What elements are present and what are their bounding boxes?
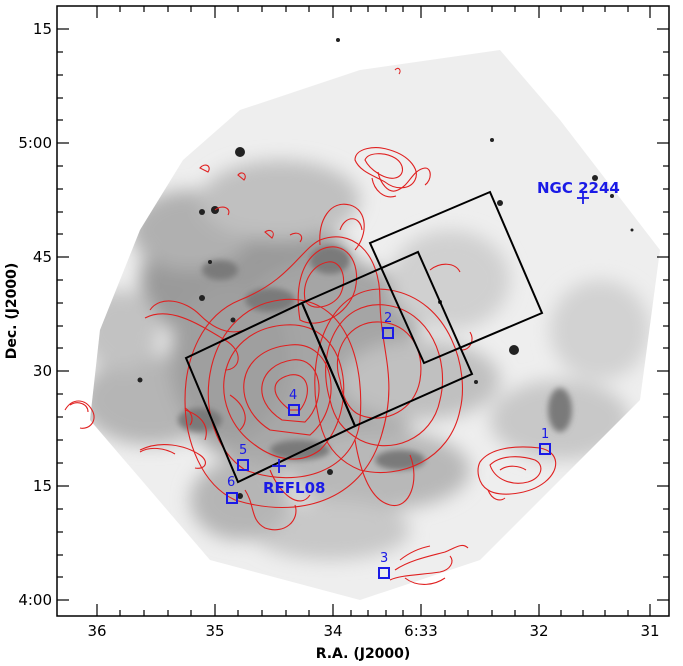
marker-box-2	[382, 327, 394, 339]
x-tick-labels: 36 35 34 6:33 32 31	[87, 622, 659, 640]
x-tick-label: 36	[87, 622, 106, 640]
marker-box-6	[226, 492, 238, 504]
crosses	[272, 192, 589, 473]
marker-box-5	[237, 459, 249, 471]
y-tick-labels: 15 5:00 45 30 15 4:00	[18, 20, 52, 609]
y-tick-label: 15	[33, 477, 52, 495]
y-axis-title: Dec. (J2000)	[4, 263, 20, 360]
marker-label-3: 3	[380, 551, 388, 566]
marker-label-2: 2	[384, 311, 392, 326]
tick-marks	[57, 6, 669, 616]
marker-label-4: 4	[289, 388, 297, 403]
marker-box-3	[378, 567, 390, 579]
y-tick-label: 5:00	[18, 134, 52, 152]
field-box-2	[300, 250, 474, 428]
x-tick-label: 31	[640, 622, 659, 640]
marker-label-5: 5	[239, 443, 247, 458]
marker-box-4	[288, 404, 300, 416]
y-tick-label: 4:00	[18, 591, 52, 609]
refl08-label: REFL08	[263, 479, 325, 497]
marker-numbers: 1 2 3 4 5 6	[227, 311, 549, 566]
x-axis-title: R.A. (J2000)	[316, 646, 411, 662]
x-tick-label: 34	[323, 622, 342, 640]
field-boxes	[184, 190, 544, 484]
y-tick-label: 45	[33, 248, 52, 266]
markers	[226, 327, 551, 579]
marker-label-6: 6	[227, 475, 235, 490]
y-tick-label: 30	[33, 362, 52, 380]
x-tick-label: 35	[205, 622, 224, 640]
x-tick-label: 6:33	[404, 622, 438, 640]
marker-label-1: 1	[541, 427, 549, 442]
marker-box-1	[539, 443, 551, 455]
x-tick-label: 32	[529, 622, 548, 640]
y-tick-label: 15	[33, 20, 52, 38]
ngc-2244-label: NGC 2244	[537, 179, 620, 197]
field-box-3	[368, 190, 544, 365]
contours	[64, 67, 557, 585]
